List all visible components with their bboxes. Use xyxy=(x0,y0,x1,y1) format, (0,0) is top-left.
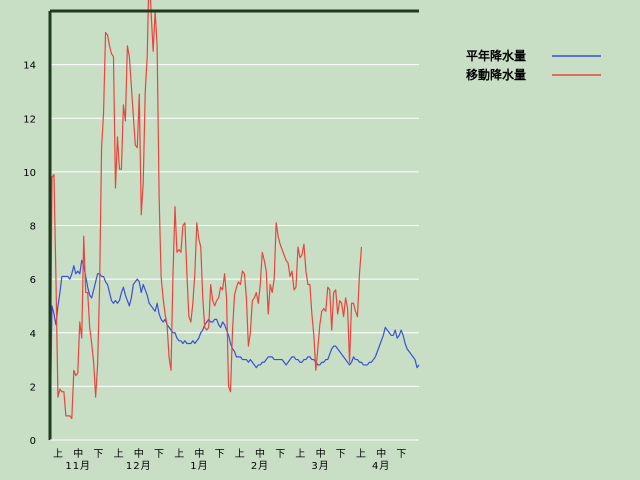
legend-label: 移動降水量 xyxy=(466,67,526,82)
x-tick-label: 中 xyxy=(316,447,326,460)
x-tick-label: 下 xyxy=(396,449,406,460)
month-label: 4月 xyxy=(372,460,390,472)
y-tick-label: 6 xyxy=(30,275,36,286)
x-tick-label: 上 xyxy=(174,448,184,460)
series-line-normal xyxy=(49,259,420,441)
y-axis-tick-labels: 0 2 4 6 8 10 12 14 xyxy=(23,61,36,447)
y-tick-label: 4 xyxy=(30,329,36,340)
x-tick-label: 上 xyxy=(295,448,305,460)
y-tick-label: 0 xyxy=(30,436,36,447)
month-label: 12月 xyxy=(126,460,152,472)
y-tick-label: 10 xyxy=(23,168,36,179)
x-tick-label: 下 xyxy=(275,449,285,460)
series-line-moving xyxy=(49,0,363,441)
x-tick-label: 中 xyxy=(73,447,83,460)
y-tick-label: 8 xyxy=(30,222,36,233)
x-tick-label: 下 xyxy=(215,449,225,460)
x-tick-label: 上 xyxy=(53,448,63,460)
x-tick-label: 下 xyxy=(93,449,103,460)
x-tick-label: 上 xyxy=(235,448,245,460)
month-label: 2月 xyxy=(251,460,269,472)
month-label: 11月 xyxy=(65,460,91,472)
grid-lines xyxy=(50,64,419,387)
plot-axes xyxy=(48,9,419,441)
x-tick-label: 下 xyxy=(336,449,346,460)
y-tick-label: 12 xyxy=(23,114,36,125)
x-tick-label: 上 xyxy=(114,448,124,460)
series-lines xyxy=(49,0,420,441)
x-tick-label: 中 xyxy=(194,447,204,460)
x-tick-label: 中 xyxy=(376,447,386,460)
x-tick-label: 中 xyxy=(255,447,265,460)
month-label: 3月 xyxy=(311,460,329,472)
x-axis-tick-labels: 上中下上中下上中下上中下上中下上中下 xyxy=(53,447,406,460)
x-tick-label: 中 xyxy=(134,447,144,460)
x-tick-label: 下 xyxy=(154,449,164,460)
x-axis-month-labels: 11月 12月 1月 2月 3月 4月 xyxy=(65,460,390,472)
month-label: 1月 xyxy=(190,460,208,472)
legend-label: 平年降水量 xyxy=(466,48,526,63)
y-tick-label: 14 xyxy=(23,61,36,72)
y-tick-label: 2 xyxy=(30,382,36,393)
x-tick-label: 上 xyxy=(356,448,366,460)
